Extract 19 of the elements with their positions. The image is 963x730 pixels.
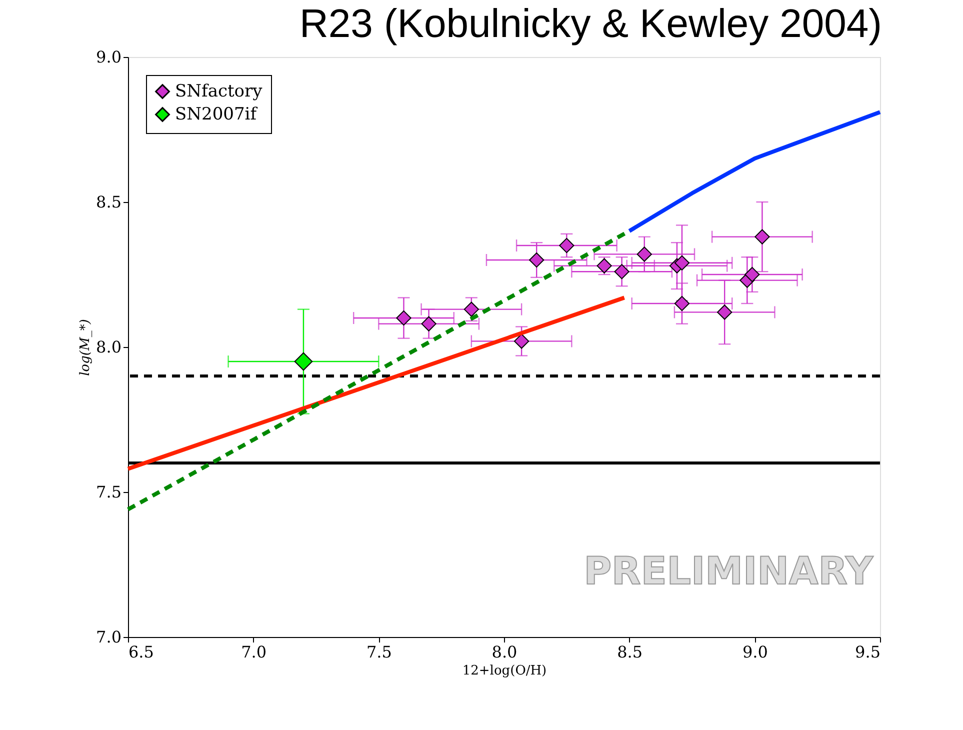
y-axis-title: log(M_*) bbox=[78, 319, 94, 376]
y-tick-label: 7.5 bbox=[96, 482, 122, 502]
y-tick-label: 9.0 bbox=[96, 48, 122, 66]
x-tick-label: 8.5 bbox=[617, 642, 643, 662]
x-tick-label: 9.0 bbox=[742, 642, 768, 662]
x-axis-title: 12+log(O/H) bbox=[462, 664, 547, 678]
legend-label: SNfactory bbox=[175, 82, 263, 102]
y-tick-label: 8.5 bbox=[96, 192, 122, 212]
x-tick-label: 6.5 bbox=[128, 642, 154, 662]
y-tick-label: 8.0 bbox=[96, 338, 122, 356]
annotation: PRELIMINARY bbox=[584, 549, 874, 593]
chart-title: R23 (Kobulnicky & Kewley 2004) bbox=[299, 2, 882, 46]
x-tick-label: 7.0 bbox=[241, 642, 267, 662]
y-tick-label: 7.0 bbox=[96, 628, 122, 646]
legend-label: SN2007if bbox=[175, 104, 258, 124]
line-series bbox=[627, 110, 882, 233]
x-tick-label: 8.0 bbox=[492, 642, 518, 662]
x-tick-label: 9.5 bbox=[855, 642, 880, 662]
x-tick-label: 7.5 bbox=[366, 642, 392, 662]
